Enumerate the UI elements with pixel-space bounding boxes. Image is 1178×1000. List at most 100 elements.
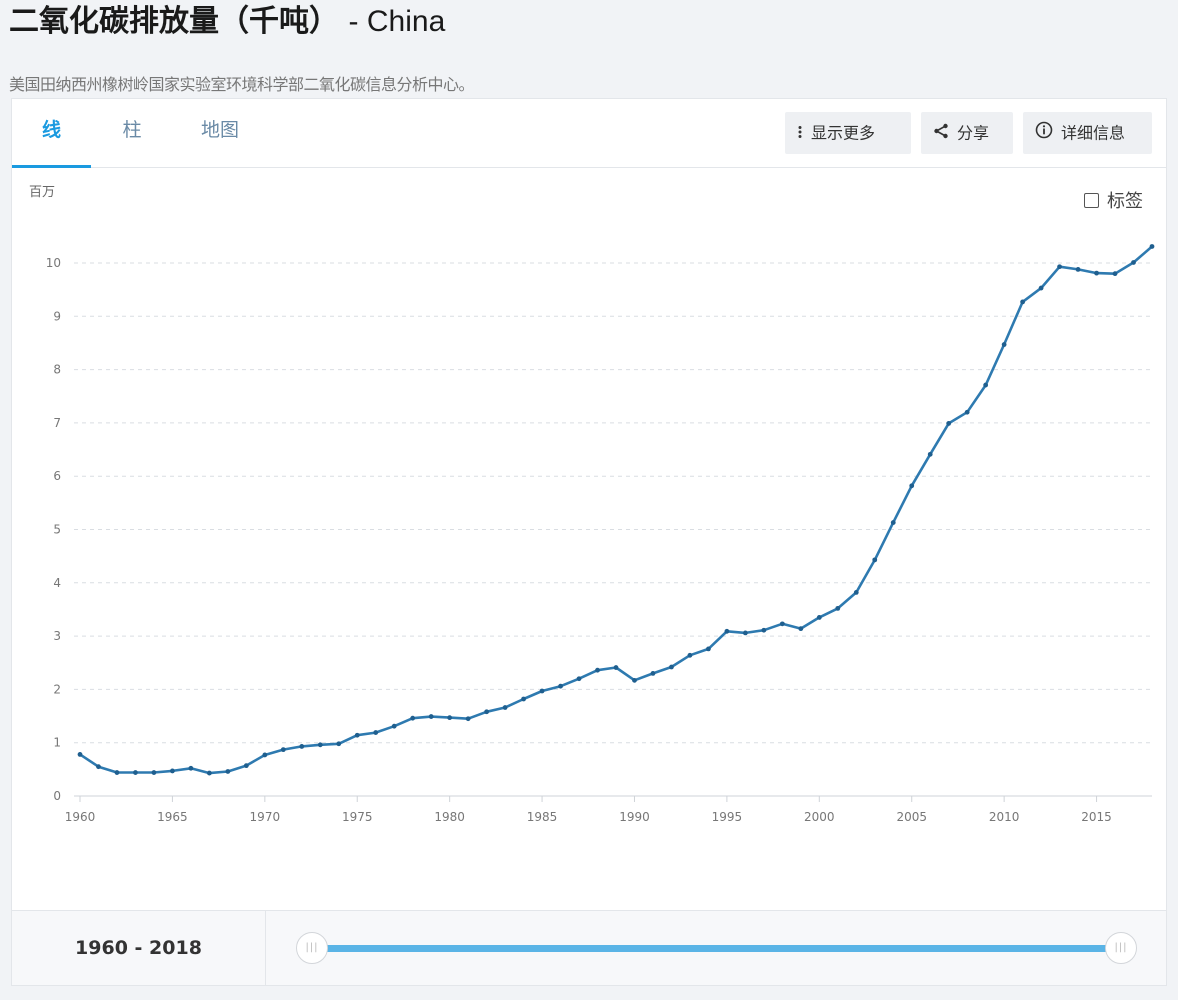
tab-bar-chart[interactable]: 柱 — [122, 119, 142, 141]
data-point — [669, 664, 674, 670]
range-slider-area: 1960 - 2018 ||| ||| — [11, 911, 1167, 986]
line-chart: 0 1 2 3 4 5 6 7 8 9 10 1960 1965 1970 1975 1980 1985 1990… — [46, 244, 1155, 824]
tab-map[interactable]: 地图 — [200, 119, 239, 141]
y-tick-label: 7 — [53, 416, 61, 430]
data-point — [428, 714, 434, 719]
data-point — [650, 671, 656, 676]
data-point — [170, 768, 175, 774]
data-point — [502, 705, 508, 710]
data-point — [539, 688, 545, 694]
data-point — [280, 747, 286, 753]
data-point — [391, 723, 397, 729]
x-tick-label: 1970 — [250, 810, 281, 824]
data-point — [1112, 271, 1118, 277]
data-point — [964, 409, 970, 415]
y-tick-label: 1 — [53, 736, 61, 750]
data-point — [373, 730, 379, 735]
data-point — [133, 770, 138, 775]
labels-checkbox[interactable] — [1084, 192, 1099, 208]
x-tick-label: 2000 — [804, 810, 835, 824]
y-tick-label: 2 — [53, 682, 61, 696]
data-point — [484, 709, 490, 715]
x-tick-label: 1965 — [157, 810, 188, 824]
data-point — [447, 715, 453, 721]
details-label: 详细信息 — [1061, 123, 1126, 143]
share-button[interactable]: 分享 — [921, 112, 1013, 154]
data-point — [96, 764, 101, 770]
data-point — [853, 589, 859, 595]
data-point — [779, 621, 785, 627]
data-point — [299, 744, 305, 749]
data-point — [872, 557, 878, 563]
details-button[interactable]: 详细信息 — [1023, 112, 1152, 154]
data-point — [1001, 342, 1007, 347]
data-point — [558, 683, 563, 689]
data-point — [613, 665, 619, 670]
y-tick-label: 10 — [46, 256, 61, 270]
labels-toggle-label: 标签 — [1107, 191, 1143, 212]
y-tick-label: 5 — [53, 523, 61, 537]
share-label: 分享 — [957, 123, 990, 143]
data-point — [724, 628, 730, 634]
x-tick-label: 1975 — [342, 810, 373, 824]
x-tick-label: 2015 — [1081, 810, 1112, 824]
data-point — [151, 770, 157, 775]
x-tick-label: 1960 — [65, 810, 96, 824]
chart-card: 线 柱 地图 显示更多 分享 详细信息 百万 标签 0 1 2 3 4 5 6 7 8 9 10 19… — [11, 98, 1167, 911]
slider-track[interactable] — [312, 945, 1126, 952]
tab-bar: 线 柱 地图 显示更多 分享 详细信息 — [12, 99, 1166, 168]
data-point — [77, 752, 83, 757]
data-point — [890, 520, 896, 525]
x-tick-label: 2010 — [989, 810, 1020, 824]
data-point — [595, 667, 600, 673]
data-point — [206, 770, 212, 776]
data-point — [687, 652, 693, 658]
data-point — [798, 626, 804, 632]
data-point — [761, 627, 767, 633]
data-point — [521, 696, 526, 702]
more-vertical-icon — [797, 113, 803, 155]
data-point — [354, 732, 360, 738]
y-tick-label: 3 — [53, 629, 61, 643]
x-tick-label: 1990 — [619, 810, 650, 824]
data-point — [243, 763, 249, 769]
y-tick-label: 4 — [53, 576, 61, 590]
data-point — [1075, 266, 1081, 272]
source-text: 美国田纳西州橡树岭国家实验室环境科学部二氧化碳信息分析中心。 — [9, 75, 475, 94]
page-title: 二氧化碳排放量（千吨） - China — [9, 2, 445, 42]
tab-line[interactable]: 线 — [12, 99, 91, 168]
data-point — [336, 741, 342, 747]
slider-handle-start[interactable]: ||| — [296, 932, 328, 964]
data-point — [1057, 264, 1062, 270]
data-point — [1038, 285, 1044, 291]
x-tick-label: 2005 — [896, 810, 927, 824]
data-point — [1131, 260, 1136, 265]
data-point — [114, 770, 120, 775]
slider-handle-end[interactable]: ||| — [1105, 932, 1137, 964]
data-point — [576, 676, 582, 682]
data-point — [909, 483, 915, 489]
y-tick-label: 9 — [53, 309, 61, 323]
range-label: 1960 - 2018 — [12, 911, 266, 985]
data-point — [835, 605, 841, 611]
y-tick-label: 0 — [53, 789, 61, 803]
y-tick-label: 8 — [53, 363, 61, 377]
info-icon — [1035, 113, 1053, 155]
show-more-label: 显示更多 — [811, 123, 876, 143]
x-tick-label: 1995 — [712, 810, 743, 824]
data-point — [632, 677, 637, 683]
x-tick-label: 1985 — [527, 810, 558, 824]
data-point — [816, 615, 822, 620]
x-tick-label: 1980 — [434, 810, 465, 824]
labels-toggle[interactable]: 标签 — [1084, 187, 1143, 213]
data-point — [1149, 244, 1155, 249]
data-point — [927, 451, 933, 457]
y-unit-label: 百万 — [29, 185, 56, 200]
share-icon — [933, 113, 949, 155]
data-point — [317, 742, 323, 748]
data-point — [946, 421, 952, 426]
data-point — [465, 716, 471, 722]
data-point — [706, 646, 711, 652]
title-main: 二氧化碳排放量（千吨） — [9, 4, 339, 39]
show-more-button[interactable]: 显示更多 — [785, 112, 911, 154]
